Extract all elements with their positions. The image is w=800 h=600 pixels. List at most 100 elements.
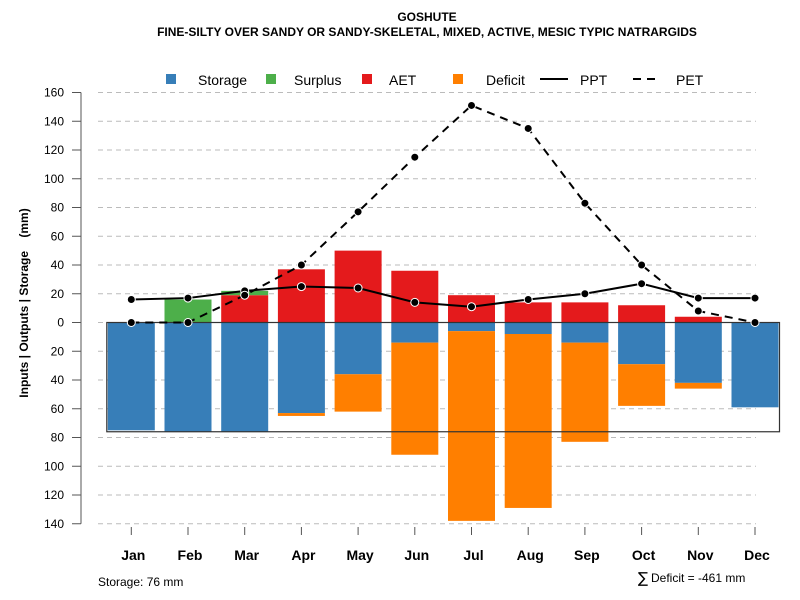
storage-frame	[106, 321, 781, 433]
chart-subtitle: FINE-SILTY OVER SANDY OR SANDY-SKELETAL,…	[157, 25, 697, 39]
legend-label-ppt: PPT	[580, 72, 608, 88]
bar-storage-jun	[391, 322, 439, 343]
legend-label-surplus: Surplus	[294, 72, 341, 88]
bar-deficit-jun	[391, 342, 439, 455]
x-tick-label-jan: Jan	[121, 547, 145, 563]
bar-deficit-may	[334, 374, 382, 412]
legend-swatch-aet	[362, 74, 372, 84]
point-ppt-jan	[126, 295, 136, 304]
point-ppt-apr	[296, 282, 306, 292]
bar-storage-jul	[448, 322, 495, 332]
bar-storage-apr	[277, 322, 325, 414]
legend-label-storage: Storage	[198, 72, 247, 88]
y-axis-title: Inputs | Outputs | Storage (mm)	[17, 208, 31, 397]
y-tick-label: 120	[44, 488, 64, 502]
x-tick-label-dec: Dec	[744, 547, 770, 563]
y-tick-label: 20	[51, 344, 65, 358]
point-pet-apr	[296, 260, 306, 270]
legend-swatch-surplus	[266, 74, 276, 84]
y-tick-label: 120	[44, 143, 64, 157]
bar-aet-mar	[221, 295, 269, 323]
bar-deficit-jul	[448, 331, 495, 521]
y-tick-label: 140	[44, 517, 64, 531]
point-pet-jan	[126, 318, 136, 327]
storage-capacity-frame	[106, 321, 781, 433]
point-pet-aug	[523, 123, 533, 133]
point-ppt-jul	[467, 302, 476, 312]
legend: Storage Surplus AET Deficit PPT PET	[166, 72, 704, 88]
bar-deficit-oct	[618, 364, 666, 406]
bar-storage-dec	[731, 322, 779, 408]
bar-aet-oct	[618, 305, 666, 323]
point-pet-may	[353, 207, 363, 217]
y-tick-label: 60	[51, 402, 65, 416]
point-pet-dec	[750, 318, 760, 327]
point-ppt-may	[353, 283, 363, 293]
bar-deficit-sep	[561, 342, 609, 442]
point-pet-feb	[183, 318, 193, 327]
point-pet-mar	[240, 290, 250, 300]
x-tick-label-mar: Mar	[234, 547, 259, 563]
bars	[107, 250, 779, 521]
legend-label-aet: AET	[389, 72, 417, 88]
legend-swatch-storage	[166, 74, 176, 84]
bar-aet-apr	[277, 269, 325, 323]
bar-storage-jan	[107, 322, 155, 431]
point-ppt-sep	[580, 289, 590, 299]
deficit-sum-symbol: ∑	[638, 569, 648, 587]
point-ppt-jun	[410, 297, 420, 307]
bar-aet-sep	[561, 302, 609, 323]
point-ppt-dec	[750, 293, 760, 303]
point-ppt-oct	[637, 279, 647, 289]
bar-storage-mar	[221, 322, 269, 432]
lines	[126, 100, 760, 327]
bar-deficit-aug	[504, 334, 552, 508]
bar-storage-aug	[504, 322, 552, 334]
x-tick-label-apr: Apr	[291, 547, 316, 563]
x-tick-label-oct: Oct	[632, 547, 656, 563]
y-tick-label: 80	[51, 431, 65, 445]
y-tick-label: 140	[44, 114, 64, 128]
x-tick-label-may: May	[346, 547, 373, 563]
bar-aet-aug	[504, 302, 552, 323]
x-axis: Jan Feb Mar Apr May Jun Jul Aug Sep Oct Nov Dec	[121, 527, 770, 563]
y-tick-label: 160	[44, 86, 64, 100]
bar-storage-sep	[561, 322, 609, 343]
line-pet	[131, 104, 756, 324]
point-pet-nov	[693, 306, 703, 316]
point-pet-sep	[580, 198, 590, 208]
y-tick-label: 80	[51, 201, 65, 215]
y-tick-label: 20	[51, 287, 65, 301]
bar-storage-feb	[164, 322, 212, 432]
point-ppt-nov	[693, 293, 703, 303]
deficit-annotation: Deficit = -461 mm	[651, 571, 745, 585]
y-tick-label: 40	[51, 373, 65, 387]
bar-storage-nov	[674, 322, 722, 383]
point-pet-oct	[637, 260, 647, 270]
storage-annotation: Storage: 76 mm	[98, 575, 183, 589]
x-tick-label-jul: Jul	[463, 547, 483, 563]
bar-deficit-apr	[277, 413, 325, 416]
x-tick-label-feb: Feb	[178, 547, 203, 563]
line-ppt	[131, 282, 755, 308]
bar-aet-nov	[674, 316, 722, 323]
y-tick-label: 60	[51, 229, 65, 243]
y-tick-label: 40	[51, 258, 65, 272]
bar-aet-jun	[391, 270, 439, 323]
y-tick-label: 100	[44, 459, 64, 473]
legend-label-pet: PET	[676, 72, 704, 88]
y-tick-label: 100	[44, 172, 64, 186]
y-axis: 160 140 120 100 80 60 40 20 0 20 40 60 80 100 120 140	[44, 86, 82, 531]
bar-deficit-nov	[674, 382, 722, 389]
legend-label-deficit: Deficit	[486, 72, 525, 88]
x-tick-label-nov: Nov	[687, 547, 714, 563]
point-pet-jul	[467, 100, 476, 110]
x-tick-label-aug: Aug	[517, 547, 544, 563]
x-tick-label-sep: Sep	[574, 547, 600, 563]
point-ppt-aug	[523, 295, 533, 304]
legend-swatch-deficit	[453, 74, 463, 84]
chart-title: GOSHUTE	[397, 10, 456, 24]
point-ppt-feb	[183, 293, 193, 303]
point-pet-jun	[410, 152, 420, 162]
